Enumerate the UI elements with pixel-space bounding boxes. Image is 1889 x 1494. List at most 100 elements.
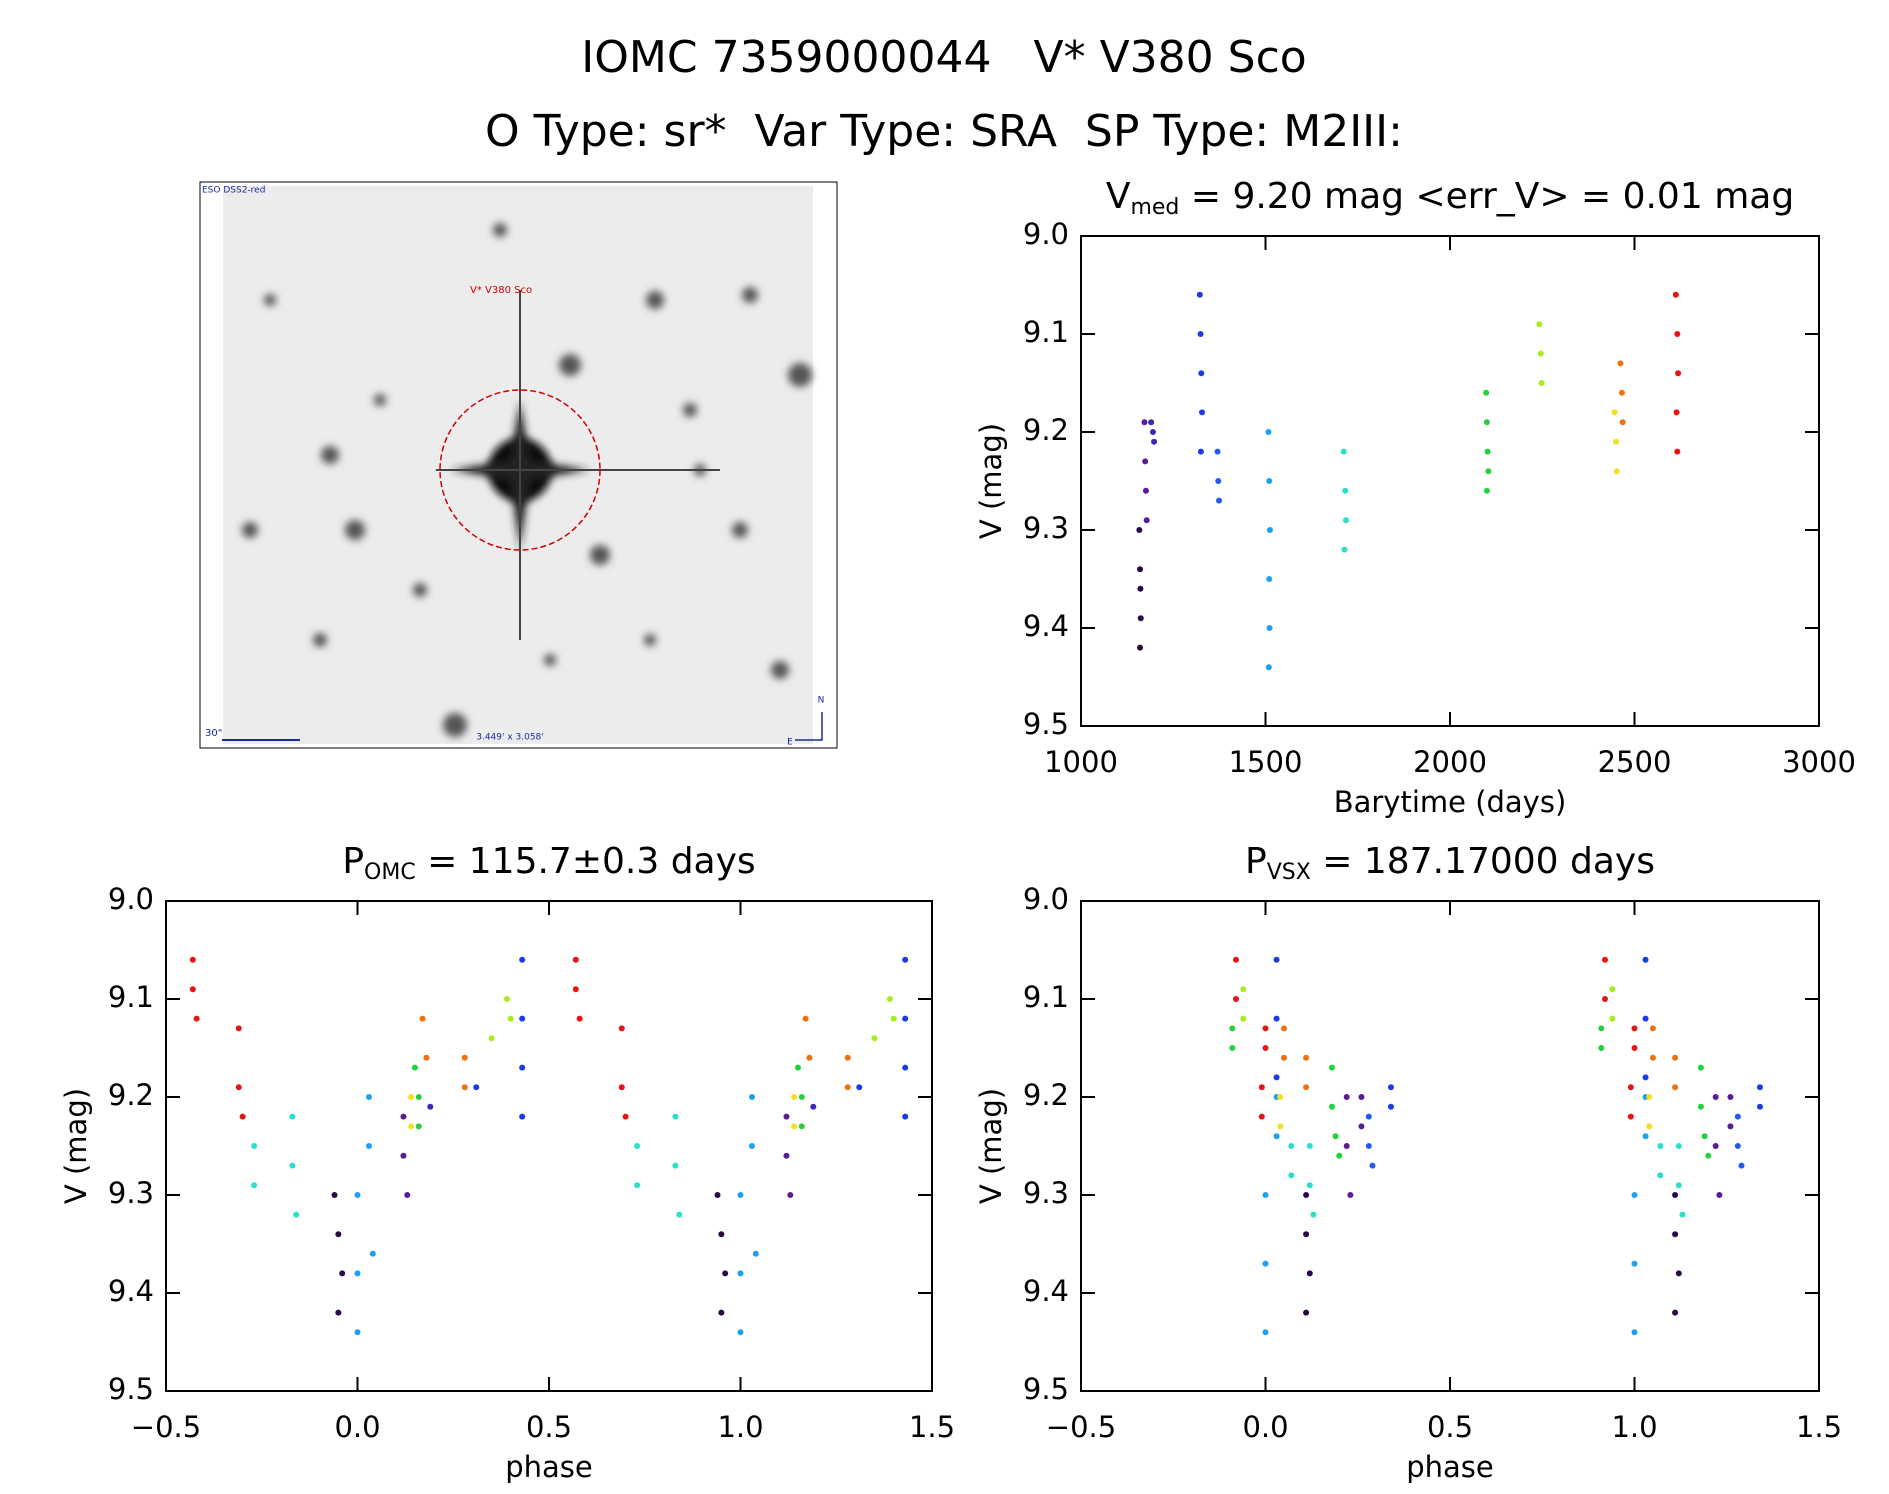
data-point (519, 956, 526, 963)
data-point (1484, 448, 1491, 455)
data-point (1266, 478, 1273, 484)
data-point (718, 1309, 725, 1316)
data-point (1631, 1329, 1638, 1336)
y-tick-label: 9.1 (108, 980, 154, 1014)
data-point (1738, 1162, 1745, 1169)
data-point (722, 1270, 729, 1277)
data-point (1198, 370, 1205, 377)
title-part: P (1245, 841, 1267, 882)
data-point (1613, 468, 1620, 475)
data-point (354, 1192, 361, 1198)
data-point (622, 1113, 629, 1120)
y-tick-label: 9.4 (1023, 1274, 1069, 1308)
data-point (1627, 1113, 1634, 1120)
title-part: OMC (364, 860, 416, 885)
data-point (1672, 1309, 1679, 1316)
y-tick-label: 9.0 (1023, 882, 1069, 916)
x-tick-label: 0.5 (526, 1410, 572, 1444)
data-point (1674, 448, 1681, 455)
data-point (189, 956, 196, 963)
data-point (856, 1084, 863, 1091)
data-point (576, 1015, 583, 1022)
data-point (676, 1211, 683, 1218)
data-point (331, 1192, 338, 1198)
data-point (1642, 1074, 1649, 1081)
data-point (902, 1113, 909, 1120)
data-point (1232, 956, 1239, 963)
data-point (189, 986, 196, 993)
data-point (1609, 1015, 1616, 1022)
data-point (1601, 956, 1608, 963)
data-point (634, 1182, 641, 1189)
data-point (1215, 478, 1222, 484)
data-point (1727, 1123, 1734, 1130)
data-point (1716, 1192, 1723, 1198)
data-point (1262, 1260, 1269, 1267)
data-point (1197, 331, 1204, 337)
data-point (1277, 1123, 1284, 1130)
north-label: N (818, 696, 825, 706)
data-point (1642, 1133, 1649, 1140)
data-point (1266, 527, 1273, 533)
data-point (519, 1015, 526, 1022)
data-point (1273, 1133, 1280, 1140)
data-point (289, 1113, 296, 1120)
data-point (1358, 1123, 1365, 1130)
data-point (1328, 1103, 1335, 1110)
data-point (251, 1143, 258, 1149)
data-point (1483, 419, 1490, 426)
data-point (1340, 448, 1347, 455)
data-point (1151, 438, 1158, 445)
data-point (1369, 1162, 1376, 1169)
x-tick-label: 1500 (1229, 745, 1303, 779)
data-point (1631, 1192, 1638, 1198)
data-point (1672, 1084, 1679, 1091)
data-point (461, 1084, 468, 1091)
x-tick-label: −0.5 (1046, 1410, 1116, 1444)
title-part: VSX (1267, 860, 1311, 885)
y-tick-label: 9.3 (108, 1176, 154, 1210)
east-label: E (787, 738, 793, 748)
data-point (1342, 517, 1349, 524)
data-point (737, 1329, 744, 1336)
data-point (1631, 1045, 1638, 1051)
data-point (672, 1113, 679, 1120)
data-point (400, 1152, 407, 1159)
data-point (672, 1162, 679, 1169)
data-point (1137, 644, 1144, 651)
data-point (519, 1113, 526, 1120)
x-tick-label: 1.0 (1611, 1410, 1657, 1444)
data-point (354, 1270, 361, 1277)
data-point (1288, 1143, 1295, 1149)
title-part: med (1130, 195, 1179, 220)
data-point (1598, 1045, 1605, 1051)
data-point (802, 1015, 809, 1022)
data-point (239, 1113, 246, 1120)
data-point (1303, 1231, 1310, 1238)
plot-frame (1080, 235, 1820, 727)
data-point (1485, 468, 1492, 475)
data-point (1306, 1182, 1313, 1189)
data-point (1142, 487, 1149, 494)
title-part: V (1106, 176, 1131, 217)
data-point (404, 1192, 411, 1198)
chart-title: PVSX = 187.17000 days (1245, 841, 1655, 885)
data-point (1756, 1103, 1763, 1110)
data-point (335, 1309, 342, 1316)
data-point (1756, 1084, 1763, 1091)
data-point (1149, 429, 1156, 435)
main-title: IOMC 7359000044 V* V380 Sco (581, 32, 1306, 83)
data-point (1332, 1133, 1339, 1140)
data-point (890, 1015, 897, 1022)
x-tick-label: 1.5 (1796, 1410, 1842, 1444)
data-point (1387, 1084, 1394, 1091)
data-point (1288, 1172, 1295, 1179)
data-point (1649, 1054, 1656, 1061)
data-point (1214, 448, 1221, 455)
data-point (1141, 419, 1148, 426)
data-point (810, 1103, 817, 1110)
data-point (1734, 1143, 1741, 1149)
data-point (1310, 1211, 1317, 1218)
data-point (427, 1103, 434, 1110)
